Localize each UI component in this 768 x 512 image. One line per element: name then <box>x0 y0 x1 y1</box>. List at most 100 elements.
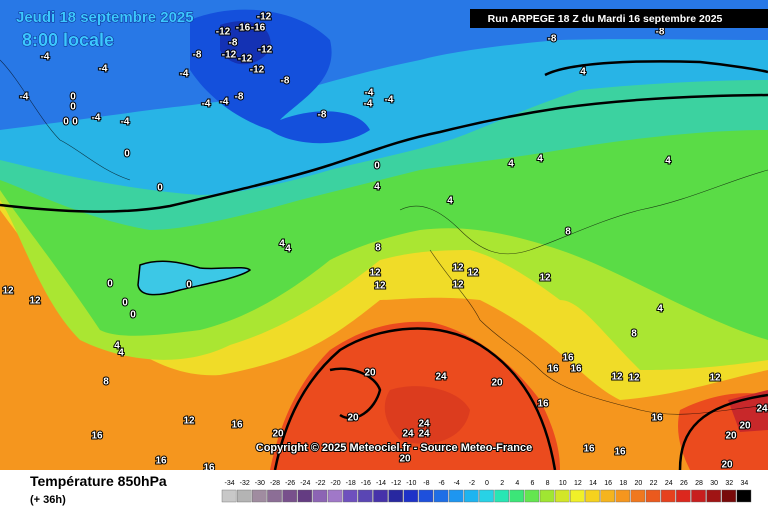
contour-label: 20 <box>272 429 284 440</box>
legend-swatch <box>585 489 600 503</box>
legend-tick-label: 20 <box>635 480 643 487</box>
contour-label: 20 <box>399 454 411 465</box>
contour-label: 4 <box>508 159 514 170</box>
contour-label: -12 <box>222 50 237 61</box>
copyright: Copyright © 2025 Meteociel.fr - Source M… <box>256 442 532 454</box>
legend-swatch <box>706 489 721 503</box>
contour-label: 4 <box>279 239 285 250</box>
contour-label: 8 <box>375 243 381 254</box>
legend-tick-label: -30 <box>255 480 265 487</box>
contour-label: 0 <box>63 117 69 128</box>
contour-label: -4 <box>92 113 101 124</box>
contour-label: -8 <box>318 110 327 121</box>
contour-label: 4 <box>374 182 380 193</box>
contour-label: 20 <box>364 368 376 379</box>
contour-label: 0 <box>70 102 76 113</box>
contour-label: 12 <box>183 416 195 427</box>
legend-tick-label: -34 <box>225 480 235 487</box>
legend-swatch <box>327 489 343 503</box>
contour-label: 12 <box>452 280 464 291</box>
contour-label: 12 <box>29 296 41 307</box>
legend-swatch <box>691 489 706 503</box>
contour-label: 12 <box>467 268 479 279</box>
legend-swatch <box>433 489 449 503</box>
contour-label: 0 <box>186 280 192 291</box>
contour-label: -8 <box>656 27 665 38</box>
legend-swatch <box>297 489 313 503</box>
contour-label: 24 <box>402 429 414 440</box>
legend-tick-label: 22 <box>650 480 658 487</box>
legend-swatch <box>721 489 737 503</box>
contour-label: -12 <box>257 12 272 23</box>
legend-swatch <box>615 489 631 503</box>
legend-tick-label: -20 <box>331 480 341 487</box>
valid-time: 8:00 locale <box>22 30 114 50</box>
legend-tick-label: -24 <box>300 480 310 487</box>
legend-swatch <box>660 489 676 503</box>
legend-tick-label: -16 <box>361 480 371 487</box>
contour-label: 12 <box>628 373 640 384</box>
legend-swatch <box>524 489 540 503</box>
contour-label: -4 <box>121 117 130 128</box>
contour-label: 16 <box>537 399 549 410</box>
contour-label: 12 <box>539 273 551 284</box>
contour-label: -12 <box>216 27 231 38</box>
legend-swatch <box>479 489 494 503</box>
contour-label: 16 <box>614 447 626 458</box>
legend-tick-label: -8 <box>423 480 429 487</box>
contour-label: 16 <box>583 444 595 455</box>
contour-label: 0 <box>70 92 76 103</box>
legend-tick-label: -28 <box>270 480 280 487</box>
legend-tick-label: -22 <box>315 480 325 487</box>
legend-swatch <box>221 489 237 503</box>
contour-label: -8 <box>193 50 202 61</box>
legend-swatch <box>252 489 267 503</box>
legend-tick-label: -6 <box>438 480 444 487</box>
legend-swatch <box>403 489 419 503</box>
legend-swatch <box>267 489 282 503</box>
legend-swatch <box>554 489 570 503</box>
contour-label: -4 <box>385 95 394 106</box>
legend-swatch <box>539 489 555 503</box>
contour-label: 20 <box>491 378 503 389</box>
contour-label: 16 <box>91 431 103 442</box>
legend-tick-label: -26 <box>285 480 295 487</box>
contour-label: 8 <box>103 377 109 388</box>
contour-label: 0 <box>124 149 130 160</box>
legend-swatch <box>358 489 373 503</box>
legend-tick-label: 26 <box>680 480 688 487</box>
contour-label: 20 <box>739 421 751 432</box>
contour-label: 8 <box>565 227 571 238</box>
run-banner <box>470 9 768 28</box>
legend-swatch <box>312 489 328 503</box>
contour-label: 16 <box>155 456 167 467</box>
contour-label: -4 <box>364 99 373 110</box>
contour-label: -8 <box>281 76 290 87</box>
contour-label: -12 <box>250 65 265 76</box>
contour-label: 4 <box>665 156 671 167</box>
legend-swatch <box>494 489 509 503</box>
field-title: Température 850hPa <box>30 473 167 489</box>
legend-tick-label: 24 <box>665 480 673 487</box>
contour-label: 24 <box>418 429 430 440</box>
contour-label: -16 <box>236 23 251 34</box>
legend-tick-label: -14 <box>376 480 386 487</box>
legend-tick-label: 2 <box>500 480 504 487</box>
lead-time: (+ 36h) <box>30 494 66 506</box>
valid-date: Jeudi 18 septembre 2025 <box>16 9 194 26</box>
contour-label: 4 <box>285 244 291 255</box>
legend-tick-label: -12 <box>391 480 401 487</box>
contour-label: 12 <box>709 373 721 384</box>
legend-tick-label: 10 <box>559 480 567 487</box>
legend-tick-label: 28 <box>695 480 703 487</box>
legend-swatch <box>418 489 434 503</box>
contour-label: -16 <box>251 23 266 34</box>
contour-label: 12 <box>374 281 386 292</box>
legend-swatch <box>448 489 464 503</box>
contour-label: 4 <box>114 341 120 352</box>
legend-swatch <box>373 489 388 503</box>
legend-tick-label: 14 <box>589 480 597 487</box>
contour-label: -8 <box>548 34 557 45</box>
legend-swatch <box>570 489 585 503</box>
contour-label: -12 <box>238 54 253 65</box>
